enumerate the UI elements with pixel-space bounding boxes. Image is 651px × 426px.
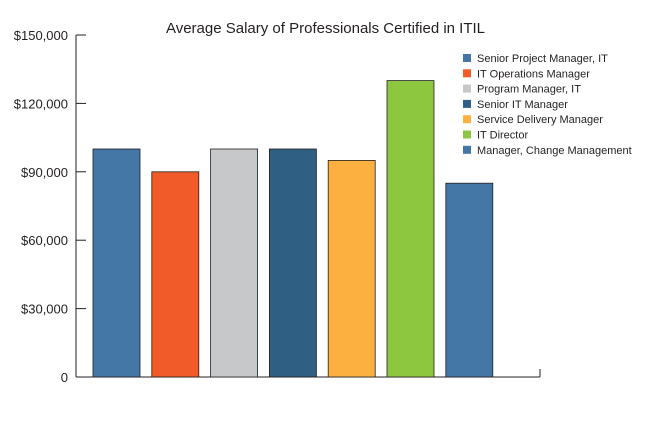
legend-label: Senior Project Manager, IT (477, 53, 608, 65)
legend-swatch (463, 69, 471, 78)
y-tick-label: $120,000 (14, 96, 68, 111)
legend-label: Service Delivery Manager (477, 114, 603, 126)
bar (268, 148, 317, 378)
y-tick-label: $30,000 (21, 302, 68, 317)
legend-swatch (463, 54, 471, 62)
legend-swatch (463, 115, 471, 124)
bar (386, 80, 435, 378)
y-tick-label: $90,000 (21, 165, 68, 180)
legend-swatch (463, 99, 471, 108)
bar (327, 159, 376, 378)
y-tick-label: 0 (61, 370, 68, 385)
bar (445, 182, 494, 378)
bar (92, 148, 141, 378)
bar (151, 171, 200, 378)
legend-label: IT Operations Manager (477, 68, 590, 80)
legend-swatch (463, 84, 471, 93)
y-tick-label: $60,000 (21, 233, 68, 248)
legend-label: Manager, Change Management (477, 145, 632, 157)
chart-title: Average Salary of Professionals Certifie… (165, 20, 486, 37)
legend-swatch (463, 145, 471, 154)
legend-swatch (463, 130, 471, 139)
bar (210, 148, 259, 378)
y-tick-label: $150,000 (14, 28, 68, 43)
legend-label: Program Manager, IT (477, 84, 581, 96)
legend-label: Senior IT Manager (477, 99, 568, 111)
legend-label: IT Director (477, 130, 528, 142)
